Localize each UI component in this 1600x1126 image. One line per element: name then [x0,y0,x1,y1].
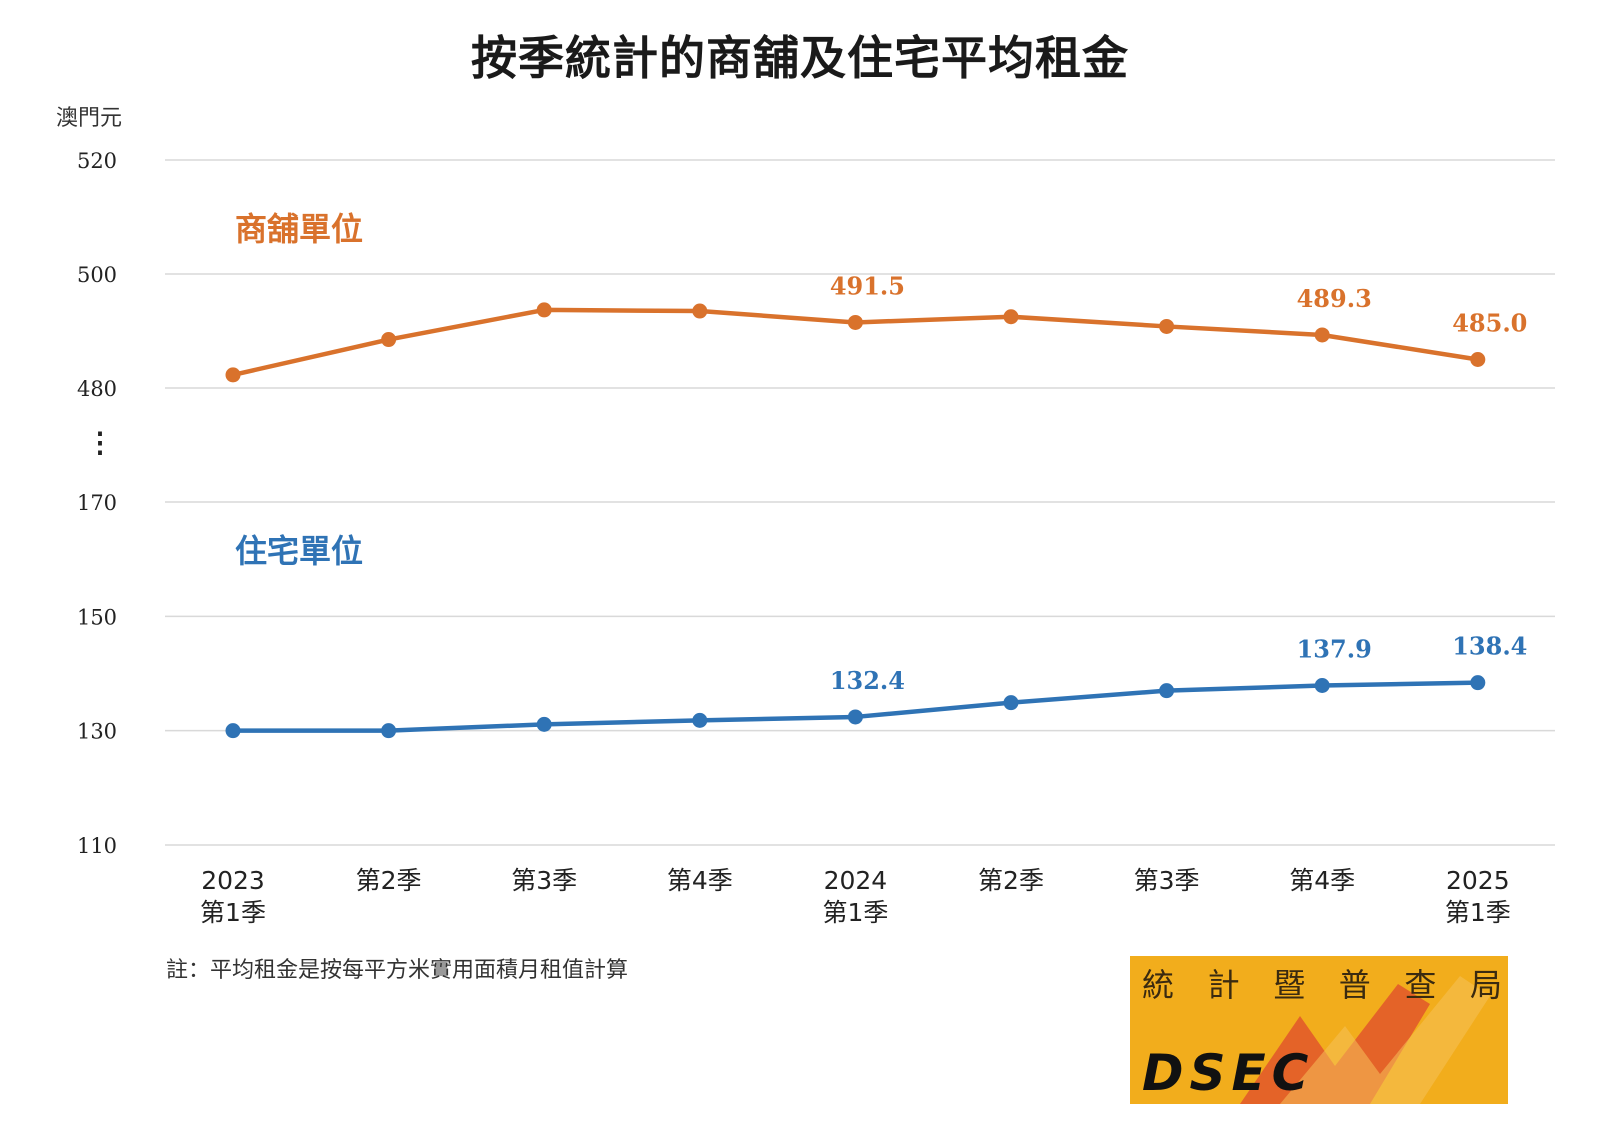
logo-character: 統 [1142,966,1175,1004]
y-tick-label: 170 [77,491,117,515]
y-tick-labels: 520 500 480 170 150 130 110 [77,149,117,858]
x-tick-label-line: 第1季 [200,898,266,927]
x-tick-label: 2024 第1季 [822,866,888,927]
logo-character: 計 [1207,966,1240,1004]
logo-character: 暨 [1273,966,1306,1004]
residential-point [847,709,863,725]
logo-graphic [1240,976,1490,1104]
residential-point [1159,683,1175,699]
data-label: 137.9 [1297,635,1372,664]
y-tick-label: 480 [77,377,117,401]
x-tick-label: 第4季 [1289,866,1355,895]
x-tick-label-line: 第3季 [1134,866,1200,895]
data-label: 132.4 [830,666,905,695]
data-label: 491.5 [830,271,905,300]
x-tick-label: 2025 第1季 [1445,866,1511,927]
residential-point [536,716,552,732]
x-tick-labels: 2023 第1季 第2季 第3季 第4季 2024 第1季 第2季 第3季 第4季 2025 第1季 [200,866,1511,927]
y-tick-label: 150 [77,605,117,629]
residential-point [1003,695,1019,711]
x-tick-label-line: 第3季 [511,866,577,895]
data-label: 138.4 [1452,632,1527,661]
y-tick-label: 520 [77,149,117,173]
residential-point [381,723,397,739]
x-tick-label-line: 第4季 [667,866,733,895]
series-group [225,302,1486,739]
commercial-point [381,332,397,348]
gridlines [165,159,1555,846]
x-tick-label-line: 第2季 [356,866,422,895]
x-tick-label-line: 第1季 [1445,898,1511,927]
axis-break-symbol: ⋮ [86,426,114,459]
commercial-point [847,314,863,330]
logo-text: DSEC [1142,1044,1315,1102]
x-tick-label: 第3季 [1134,866,1200,895]
chart-title: 按季統計的商舖及住宅平均租金 [471,31,1129,85]
x-tick-label-line: 第2季 [978,866,1044,895]
x-tick-label: 第2季 [356,866,422,895]
x-tick-label-line: 第4季 [1289,866,1355,895]
commercial-point [692,303,708,319]
commercial-point [1470,352,1486,367]
residential-point [1314,678,1330,694]
logo-character: 查 [1404,966,1437,1004]
dsec-logo: 統計暨普查局 DSEC [1130,956,1508,1104]
x-tick-label-line: 2024 [824,866,888,895]
commercial-point [1314,327,1330,343]
y-tick-label: 130 [77,720,117,744]
commercial-series-name: 商舖單位 [235,210,363,248]
x-tick-label-line: 2023 [201,866,265,895]
data-label: 489.3 [1297,284,1372,313]
footnote: 註：平均租金是按每平方米實用面積月租值計算 [166,958,629,983]
y-tick-label: 500 [77,263,117,287]
x-tick-label: 2023 第1季 [200,866,266,927]
commercial-point [1003,309,1019,325]
residential-point [692,712,708,728]
x-tick-label-line: 第1季 [822,898,888,927]
x-tick-label: 第3季 [511,866,577,895]
residential-point [1470,675,1486,691]
series-labels: 491.5 489.3 485.0 商舖單位 132.4 137.9 138.4 住宅單位 [235,210,1527,695]
x-tick-label: 第4季 [667,866,733,895]
logo-character: 局 [1469,966,1502,1004]
commercial-point [536,302,552,318]
residential-point [225,723,241,739]
logo-character: 普 [1338,966,1371,1004]
x-tick-label: 第2季 [978,866,1044,895]
y-axis-unit-label: 澳門元 [56,106,123,131]
commercial-point [225,367,241,383]
commercial-point [1159,318,1175,334]
y-tick-label: 110 [77,834,117,858]
residential-series-name: 住宅單位 [235,532,363,570]
x-tick-label-line: 2025 [1446,866,1510,895]
data-label: 485.0 [1452,309,1527,338]
logo-characters: 統計暨普查局 [1142,960,1502,1006]
